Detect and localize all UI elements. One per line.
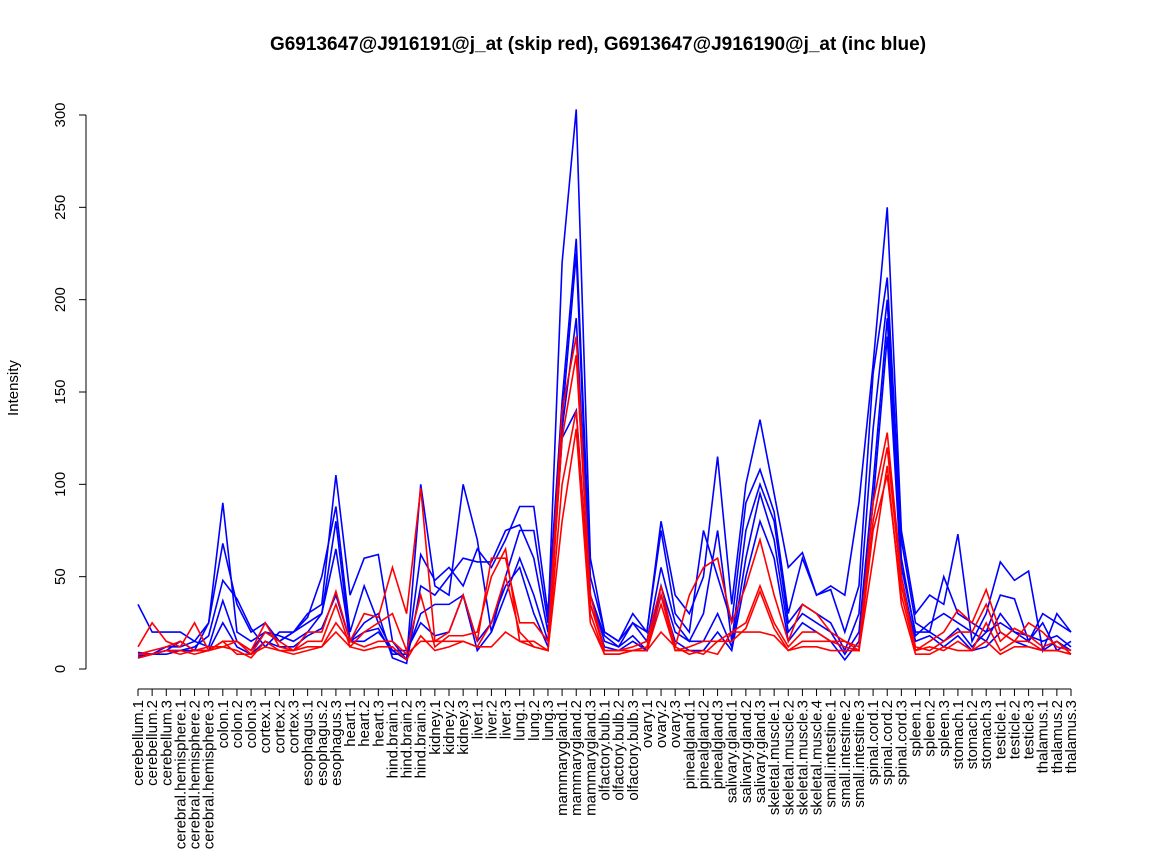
series-line-3 bbox=[137, 253, 1072, 665]
x-tick-label: liver.1 bbox=[469, 700, 486, 739]
y-tick-label: 300 bbox=[52, 102, 69, 127]
x-tick-label: skeletal.muscle.3 bbox=[794, 700, 811, 815]
x-tick-label: pinealgland.3 bbox=[710, 700, 727, 789]
y-tick-label: 250 bbox=[52, 195, 69, 220]
series-layer bbox=[137, 109, 1072, 665]
x-tick-label: colon.2 bbox=[229, 700, 246, 748]
y-tick-label: 50 bbox=[52, 568, 69, 585]
x-tick-label: spleen.1 bbox=[908, 700, 925, 757]
x-tick-label: hind.brain.3 bbox=[413, 700, 430, 778]
x-tick-label: esophagus.1 bbox=[300, 700, 317, 786]
y-tick-label: 100 bbox=[52, 472, 69, 497]
x-tick-label: pinealgland.1 bbox=[681, 700, 698, 789]
x-tick-label: salivary.gland.3 bbox=[752, 700, 769, 803]
series-line-8 bbox=[137, 410, 1072, 659]
y-axis-label: Intensity bbox=[5, 360, 22, 416]
x-tick-label: cerebellum.2 bbox=[144, 700, 161, 786]
x-tick-label: cortex.2 bbox=[271, 700, 288, 753]
x-tick-label: cortex.3 bbox=[286, 700, 303, 753]
x-tick-label: cortex.1 bbox=[257, 700, 274, 753]
x-tick-label: heart.2 bbox=[356, 700, 373, 747]
x-tick-label: spinal.cord.3 bbox=[893, 700, 910, 785]
x-tick-label: small.intestine.3 bbox=[851, 700, 868, 808]
series-line-6 bbox=[137, 336, 1072, 652]
x-tick-label: ovary.3 bbox=[667, 700, 684, 748]
x-tick-label: olfactory.bulb.3 bbox=[625, 700, 642, 801]
x-tick-label: hind.brain.1 bbox=[384, 700, 401, 778]
x-tick-label: liver.2 bbox=[483, 700, 500, 739]
x-tick-label: esophagus.2 bbox=[314, 700, 331, 786]
x-tick-label: salivary.gland.2 bbox=[738, 700, 755, 803]
x-tick-label: lung.2 bbox=[526, 700, 543, 741]
x-tick-label: kidney.2 bbox=[441, 700, 458, 755]
x-tick-label: cerebral.hemisphere.2 bbox=[187, 700, 204, 849]
x-tick-label: spinal.cord.2 bbox=[879, 700, 896, 785]
x-tick-label: olfactory.bulb.1 bbox=[597, 700, 614, 801]
x-tick-label: cerebellum.1 bbox=[130, 700, 147, 786]
x-tick-label: stomach.3 bbox=[978, 700, 995, 769]
x-tick-label: colon.1 bbox=[215, 700, 232, 748]
x-tick-label: small.intestine.2 bbox=[837, 700, 854, 808]
x-tick-label: olfactory.bulb.2 bbox=[611, 700, 628, 801]
x-tick-label: stomach.1 bbox=[950, 700, 967, 769]
x-tick-label: colon.3 bbox=[243, 700, 260, 748]
x-tick-label: thalamus.2 bbox=[1049, 700, 1066, 773]
x-tick-label: skeletal.muscle.4 bbox=[809, 700, 826, 815]
x-tick-label: kidney.1 bbox=[427, 700, 444, 755]
x-tick-label: esophagus.3 bbox=[328, 700, 345, 786]
x-tick-label: skeletal.muscle.2 bbox=[780, 700, 797, 815]
x-tick-label: testicle.2 bbox=[1006, 700, 1023, 759]
x-tick-label: heart.1 bbox=[342, 700, 359, 747]
x-tick-label: spleen.3 bbox=[936, 700, 953, 757]
x-tick-label: heart.3 bbox=[370, 700, 387, 747]
y-tick-label: 0 bbox=[52, 665, 69, 673]
x-tick-label: cerebral.hemisphere.1 bbox=[172, 700, 189, 849]
x-tick-label: testicle.3 bbox=[1021, 700, 1038, 759]
x-tick-label: cerebral.hemisphere.3 bbox=[201, 700, 218, 849]
series-line-4 bbox=[137, 318, 1072, 659]
series-line-9 bbox=[138, 428, 1072, 662]
x-tick-label: mammarygland.2 bbox=[568, 700, 585, 816]
x-tick-label: salivary.gland.1 bbox=[724, 700, 741, 803]
x-tick-label: lung.3 bbox=[540, 700, 557, 741]
y-tick-label: 150 bbox=[52, 379, 69, 404]
x-tick-label: cerebellum.3 bbox=[158, 700, 175, 786]
y-axis: 0 50 100 150 200 250 300 bbox=[52, 102, 87, 673]
x-tick-label: lung.1 bbox=[512, 700, 529, 741]
series-line-1 bbox=[137, 109, 1072, 662]
y-tick-label: 200 bbox=[52, 287, 69, 312]
x-tick-label: hind.brain.2 bbox=[399, 700, 416, 778]
x-tick-label: ovary.2 bbox=[653, 700, 670, 748]
x-tick-label: skeletal.muscle.1 bbox=[766, 700, 783, 815]
x-tick-label: thalamus.1 bbox=[1035, 700, 1052, 773]
x-axis: cerebellum.1cerebellum.2cerebellum.3cere… bbox=[130, 688, 1080, 849]
x-tick-label: ovary.1 bbox=[639, 700, 656, 748]
series-line-5 bbox=[137, 336, 1072, 662]
x-tick-label: kidney.3 bbox=[455, 700, 472, 755]
x-tick-label: pinealgland.2 bbox=[695, 700, 712, 789]
x-tick-label: small.intestine.1 bbox=[823, 700, 840, 808]
chart-title: G6913647@J916191@j_at (skip red), G69136… bbox=[270, 34, 926, 55]
x-tick-label: spleen.2 bbox=[922, 700, 939, 757]
series-line-7 bbox=[137, 354, 1072, 656]
x-tick-label: mammarygland.3 bbox=[582, 700, 599, 816]
x-tick-label: testicle.1 bbox=[992, 700, 1009, 759]
x-tick-label: liver.3 bbox=[498, 700, 515, 739]
x-tick-label: spinal.cord.1 bbox=[865, 700, 882, 785]
x-tick-label: mammarygland.1 bbox=[554, 700, 571, 816]
x-tick-label: stomach.2 bbox=[964, 700, 981, 769]
x-tick-label: thalamus.3 bbox=[1063, 700, 1080, 773]
